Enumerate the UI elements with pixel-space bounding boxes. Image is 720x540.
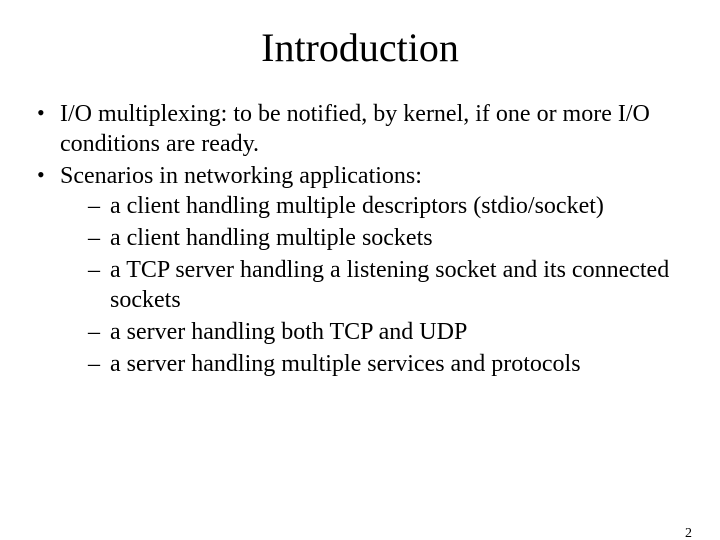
bullet-item: Scenarios in networking applications: a … — [34, 161, 680, 379]
sub-bullet-item: a client handling multiple sockets — [86, 223, 680, 253]
bullet-item: I/O multiplexing: to be notified, by ker… — [34, 99, 680, 159]
slide-title: Introduction — [0, 24, 720, 71]
sub-bullet-item: a server handling both TCP and UDP — [86, 317, 680, 347]
sub-bullet-group: a client handling multiple descriptors (… — [60, 191, 680, 379]
sub-bullet-text: a client handling multiple sockets — [110, 225, 433, 251]
sub-bullet-item: a TCP server handling a listening socket… — [86, 255, 680, 315]
sub-bullet-text: a TCP server handling a listening socket… — [110, 257, 669, 313]
sub-bullet-text: a server handling both TCP and UDP — [110, 319, 467, 345]
sub-bullet-text: a client handling multiple descriptors (… — [110, 193, 604, 219]
slide-body: I/O multiplexing: to be notified, by ker… — [0, 99, 720, 379]
slide: Introduction I/O multiplexing: to be not… — [0, 24, 720, 540]
sub-bullet-item: a server handling multiple services and … — [86, 349, 680, 379]
bullet-text: I/O multiplexing: to be notified, by ker… — [60, 101, 650, 157]
page-number: 2 — [685, 526, 692, 540]
sub-bullet-text: a server handling multiple services and … — [110, 351, 581, 377]
bullet-text: Scenarios in networking applications: — [60, 163, 422, 189]
sub-bullet-item: a client handling multiple descriptors (… — [86, 191, 680, 221]
